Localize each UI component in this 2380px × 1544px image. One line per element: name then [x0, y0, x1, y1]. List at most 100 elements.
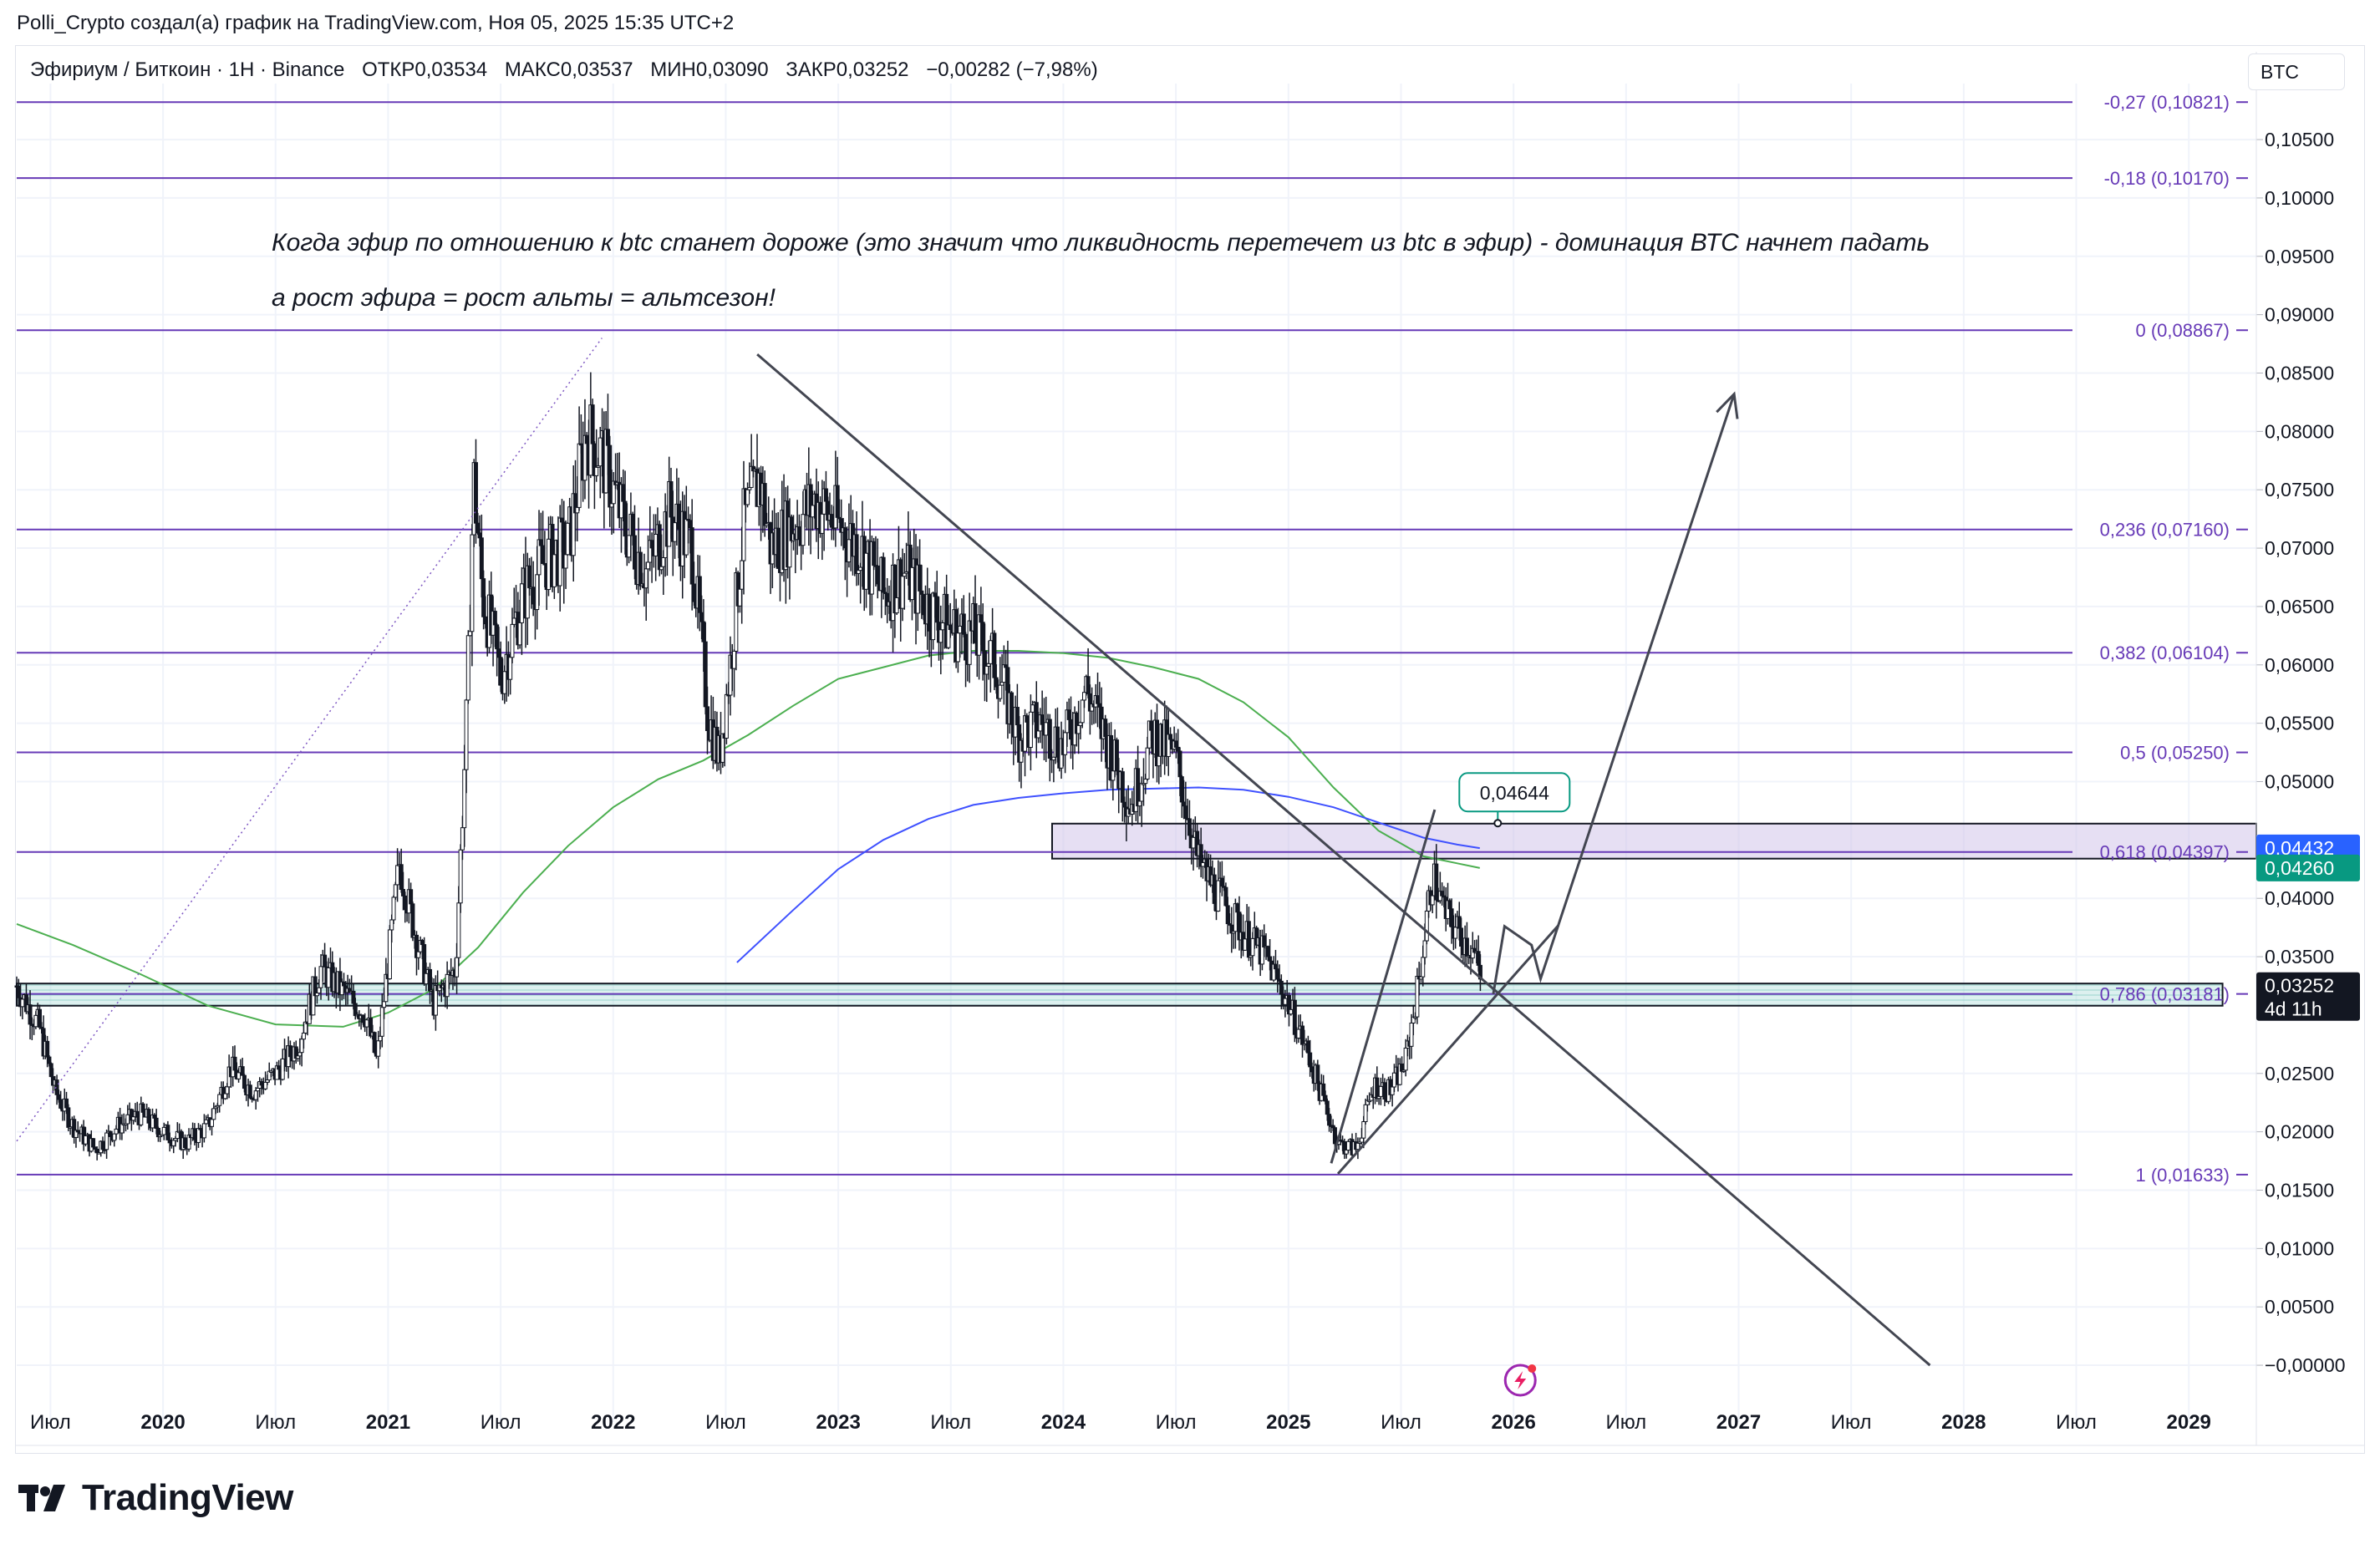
- candle-body: [495, 624, 500, 650]
- candle-body: [1300, 1025, 1305, 1045]
- candle-body: [1103, 719, 1108, 738]
- candle-body: [1223, 886, 1228, 907]
- time-axis-label: 2029: [2167, 1411, 2211, 1434]
- candle-body: [933, 592, 938, 597]
- candle-body: [353, 1003, 358, 1017]
- candle-body: [287, 1045, 292, 1058]
- ohlc-close: ЗАКР0,03252: [786, 58, 909, 81]
- currency-selector[interactable]: BTC: [2248, 53, 2345, 90]
- tradingview-logo-text: TradingView: [82, 1477, 293, 1518]
- candle-body: [1321, 1083, 1326, 1096]
- candle-body: [934, 596, 939, 623]
- candle-body: [477, 532, 482, 539]
- candle-body: [94, 1148, 99, 1154]
- candle-body: [1440, 891, 1445, 896]
- candle-body: [659, 566, 664, 571]
- price-axis-label: 0,06500: [2265, 596, 2334, 617]
- candle-body: [1078, 722, 1083, 726]
- candle-body: [1296, 1028, 1301, 1039]
- candle-body: [403, 895, 408, 911]
- candle-body: [465, 635, 470, 701]
- candle-body: [247, 1084, 252, 1099]
- candle-body: [649, 540, 654, 549]
- ma-green-line: [16, 650, 1481, 1028]
- candle-body: [502, 671, 507, 694]
- candle-body: [1375, 1077, 1380, 1100]
- candle-body: [1464, 937, 1469, 957]
- candle-body: [1111, 770, 1116, 781]
- candle-body: [1179, 776, 1184, 803]
- candle-body: [1246, 921, 1251, 958]
- candle-body: [701, 621, 706, 642]
- candle-body: [1219, 877, 1224, 887]
- price-axis-label: 0,03500: [2265, 946, 2334, 968]
- candle-body: [732, 650, 737, 669]
- candle-body: [161, 1126, 166, 1135]
- candle-body: [921, 593, 926, 616]
- candle-body: [1325, 1100, 1330, 1115]
- trend-line: [1336, 924, 1560, 1175]
- candle-body: [1055, 726, 1060, 758]
- time-axis-label: 2022: [591, 1411, 635, 1434]
- candle-body: [196, 1128, 201, 1143]
- candle-body: [479, 537, 484, 580]
- candle-body: [584, 434, 589, 444]
- ohlc-low: МИН0,03090: [650, 58, 769, 81]
- candle-body: [676, 503, 681, 530]
- candle-body: [1315, 1064, 1320, 1084]
- candle-body: [473, 462, 478, 524]
- candle-body: [689, 527, 694, 585]
- candle-body: [1283, 998, 1288, 1005]
- candle-body: [940, 622, 945, 631]
- candle-body: [1275, 968, 1280, 980]
- symbol-name[interactable]: Эфириум / Биткоин · 1H · Binance: [30, 58, 345, 81]
- candle-body: [201, 1123, 206, 1139]
- candle-body: [1323, 1095, 1328, 1102]
- fib-level-label: 0,382 (0,06104): [2100, 642, 2230, 663]
- candle-body: [351, 990, 356, 1004]
- candle-body: [100, 1140, 105, 1150]
- candle-body: [864, 552, 869, 590]
- candle-body: [16, 985, 21, 998]
- candle-body: [410, 903, 415, 938]
- candle-body: [527, 565, 532, 589]
- candle-body: [455, 957, 460, 978]
- candle-body: [1453, 927, 1458, 939]
- candle-body: [232, 1056, 237, 1071]
- price-axis-label: 0,02000: [2265, 1121, 2334, 1143]
- candle-body: [538, 539, 543, 546]
- candle-body: [475, 522, 481, 534]
- candle-body: [391, 896, 396, 921]
- candle-body: [541, 545, 546, 564]
- tradingview-logo[interactable]: TradingView: [18, 1477, 293, 1519]
- candle-body: [823, 488, 828, 502]
- time-axis-label: Июл: [1156, 1411, 1197, 1434]
- candle-body: [496, 648, 501, 658]
- candle-body: [1268, 956, 1273, 962]
- candle-body: [1080, 699, 1085, 724]
- annotation-text-line: Когда эфир по отношению к btc станет дор…: [272, 229, 1930, 256]
- time-axis-label: Июл: [1605, 1411, 1646, 1434]
- candle-body: [1191, 836, 1196, 849]
- candle-body: [762, 483, 767, 526]
- candle-body: [931, 592, 936, 641]
- candle-body: [1447, 900, 1452, 910]
- price-axis-label: 0,10500: [2265, 129, 2334, 150]
- candle-body: [409, 889, 414, 905]
- candle-body: [565, 522, 570, 556]
- candle-body: [1182, 801, 1187, 807]
- time-axis-label: Июл: [255, 1411, 296, 1434]
- candle-body: [1216, 880, 1221, 912]
- chart-author-caption: Polli_Crypto создал(а) график на Trading…: [17, 12, 735, 34]
- candle-body: [1403, 1047, 1408, 1071]
- candle-body: [1361, 1120, 1366, 1139]
- candle-body: [510, 623, 515, 658]
- candle-body: [108, 1130, 113, 1137]
- candle-body: [1243, 938, 1248, 951]
- trend-line: [1330, 809, 1437, 1164]
- candle-body: [737, 588, 742, 607]
- chart-frame: [15, 45, 2365, 1454]
- price-callout-box: [1458, 772, 1571, 813]
- candle-body: [608, 444, 613, 508]
